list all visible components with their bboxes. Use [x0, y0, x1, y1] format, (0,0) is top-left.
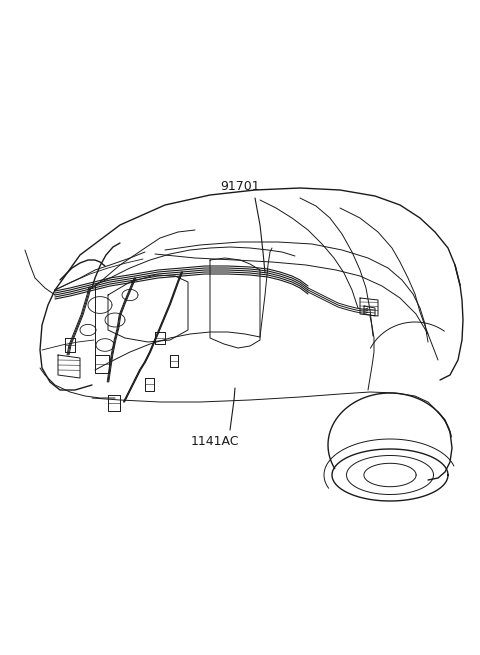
Text: 91701: 91701 [220, 180, 260, 193]
Text: 1141AC: 1141AC [191, 435, 239, 448]
